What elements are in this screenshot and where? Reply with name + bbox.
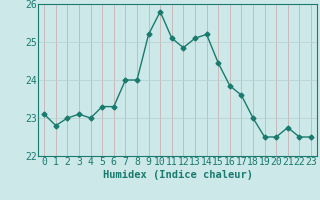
X-axis label: Humidex (Indice chaleur): Humidex (Indice chaleur)	[103, 170, 252, 180]
